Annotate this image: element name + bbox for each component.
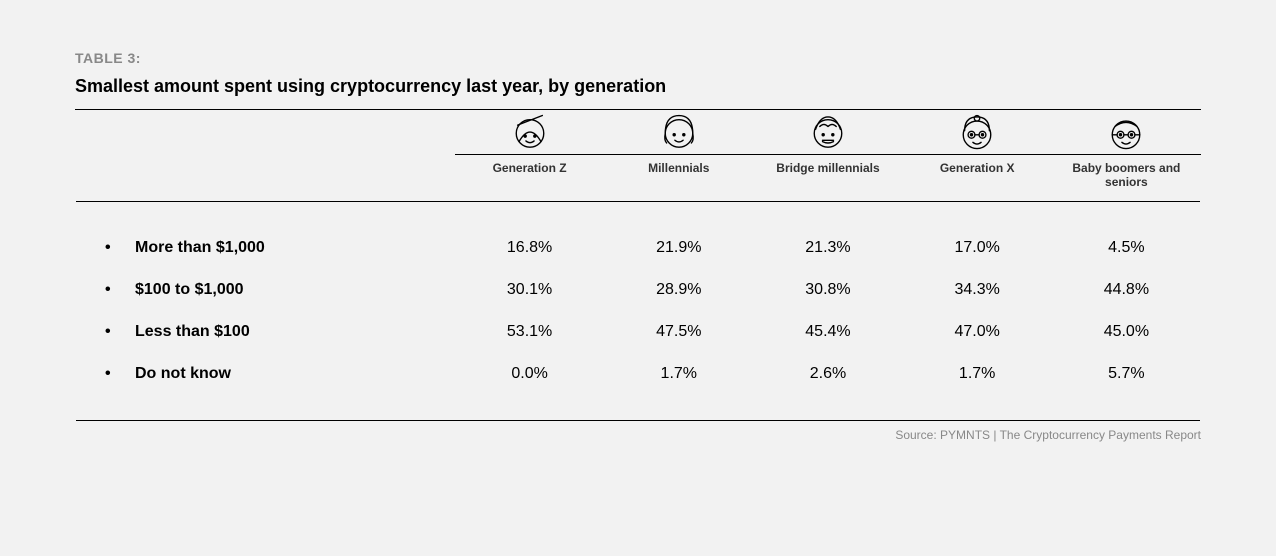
column-header: Millennials — [604, 155, 753, 200]
cell-value: 34.3% — [903, 269, 1052, 311]
bottom-rule — [75, 419, 1201, 422]
cell-value: 53.1% — [455, 311, 604, 353]
cell-value: 47.5% — [604, 311, 753, 353]
table-row: Less than $100 53.1% 47.5% 45.4% 47.0% 4… — [75, 311, 1201, 353]
spacer-row — [75, 395, 1201, 419]
cell-value: 30.8% — [753, 269, 902, 311]
cell-value: 4.5% — [1052, 227, 1201, 269]
header-icon-row — [75, 110, 1201, 154]
cell-value: 30.1% — [455, 269, 604, 311]
spacer-row — [75, 203, 1201, 227]
cell-value: 44.8% — [1052, 269, 1201, 311]
row-label: More than $1,000 — [75, 227, 455, 269]
table-row: More than $1,000 16.8% 21.9% 21.3% 17.0%… — [75, 227, 1201, 269]
column-header: Generation X — [903, 155, 1052, 200]
row-label: Less than $100 — [75, 311, 455, 353]
cell-value: 21.3% — [753, 227, 902, 269]
data-table: Generation Z Millennials Bridge millenni… — [75, 110, 1201, 422]
column-header: Baby boomers and seniors — [1052, 155, 1201, 200]
cell-value: 17.0% — [903, 227, 1052, 269]
genx-icon — [903, 110, 1052, 154]
cell-value: 1.7% — [903, 353, 1052, 395]
cell-value: 5.7% — [1052, 353, 1201, 395]
column-header: Bridge millennials — [753, 155, 902, 200]
table-number-label: TABLE 3: — [75, 50, 1201, 66]
column-header: Generation Z — [455, 155, 604, 200]
genz-icon — [455, 110, 604, 154]
bridge-millennial-icon — [753, 110, 902, 154]
table-title: Smallest amount spent using cryptocurren… — [75, 76, 1201, 97]
row-label: $100 to $1,000 — [75, 269, 455, 311]
cell-value: 45.0% — [1052, 311, 1201, 353]
cell-value: 2.6% — [753, 353, 902, 395]
header-name-row: Generation Z Millennials Bridge millenni… — [75, 155, 1201, 200]
row-label: Do not know — [75, 353, 455, 395]
cell-value: 45.4% — [753, 311, 902, 353]
table-row: $100 to $1,000 30.1% 28.9% 30.8% 34.3% 4… — [75, 269, 1201, 311]
source-line: Source: PYMNTS | The Cryptocurrency Paym… — [75, 428, 1201, 442]
cell-value: 21.9% — [604, 227, 753, 269]
millennial-icon — [604, 110, 753, 154]
cell-value: 16.8% — [455, 227, 604, 269]
cell-value: 0.0% — [455, 353, 604, 395]
boomer-icon — [1052, 110, 1201, 154]
cell-value: 28.9% — [604, 269, 753, 311]
cell-value: 1.7% — [604, 353, 753, 395]
table-row: Do not know 0.0% 1.7% 2.6% 1.7% 5.7% — [75, 353, 1201, 395]
cell-value: 47.0% — [903, 311, 1052, 353]
